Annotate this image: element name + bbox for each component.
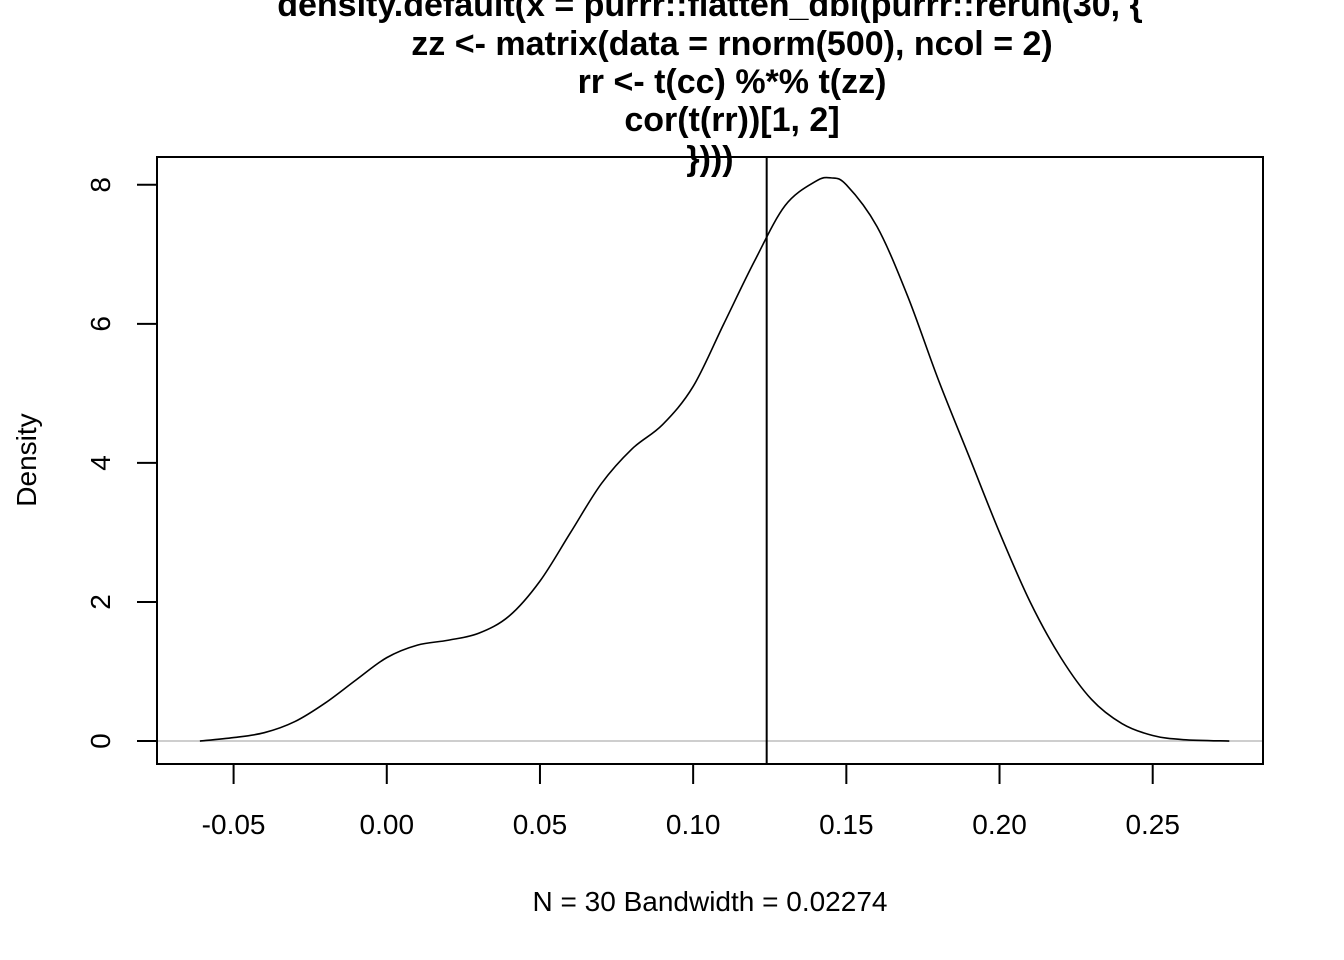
y-tick-label: 4 — [85, 455, 116, 471]
y-tick-label: 2 — [85, 594, 116, 610]
x-tick-label: 0.05 — [513, 809, 568, 840]
title-line-1: density.default(x = purrr::flatten_dbl(p… — [277, 0, 1143, 24]
x-tick-label: -0.05 — [202, 809, 266, 840]
title-line-5: }))) — [686, 140, 733, 178]
x-tick-label: 0.25 — [1125, 809, 1180, 840]
x-tick-label: 0.00 — [360, 809, 415, 840]
density-curve — [199, 176, 1230, 742]
y-axis: 0 2 4 6 8 — [85, 177, 158, 749]
y-tick-label: 0 — [85, 733, 116, 749]
y-tick-label: 6 — [85, 316, 116, 332]
x-tick-label: 0.20 — [972, 809, 1027, 840]
x-tick-label: 0.15 — [819, 809, 874, 840]
x-tick-label: 0.10 — [666, 809, 721, 840]
chart-title: density.default(x = purrr::flatten_dbl(p… — [277, 0, 1143, 178]
x-axis-label: N = 30 Bandwidth = 0.02274 — [533, 886, 888, 917]
title-line-4: cor(t(rr))[1, 2] — [624, 101, 839, 139]
title-line-2: zz <- matrix(data = rnorm(500), ncol = 2… — [411, 25, 1052, 63]
x-axis: -0.05 0.00 0.05 0.10 0.15 0.20 0.25 — [202, 763, 1180, 840]
y-tick-label: 8 — [85, 177, 116, 193]
y-axis-label: Density — [11, 413, 42, 506]
title-line-3: rr <- t(cc) %*% t(zz) — [578, 63, 887, 101]
